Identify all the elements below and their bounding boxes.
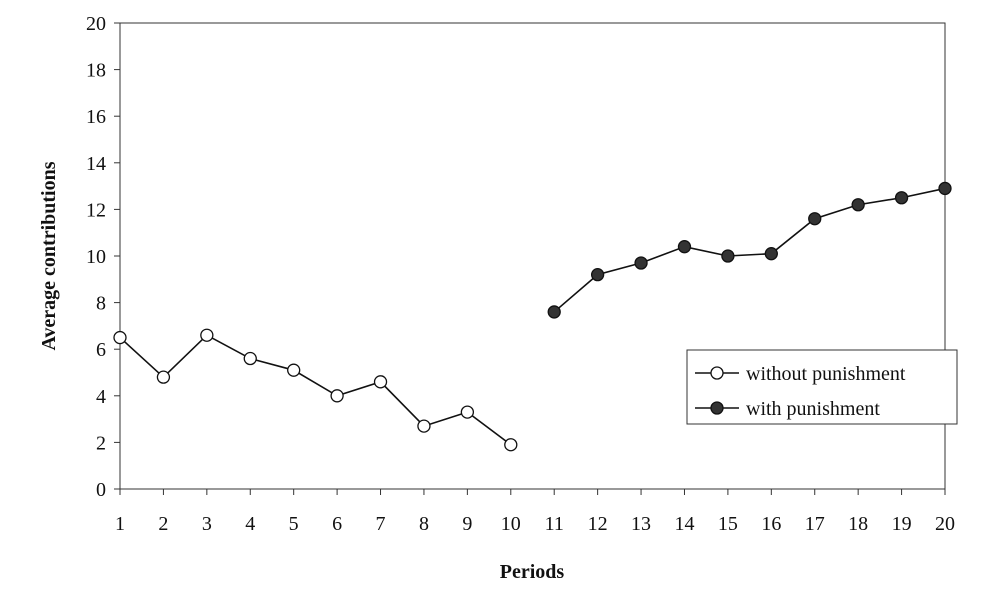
x-tick-label: 10 (501, 513, 521, 535)
data-point (938, 181, 952, 196)
data-point (677, 240, 692, 254)
x-tick-label: 15 (718, 513, 738, 535)
y-tick-label: 4 (96, 386, 106, 408)
data-point (504, 438, 518, 452)
data-point (243, 351, 257, 366)
y-tick-label: 6 (96, 339, 106, 361)
x-tick-label: 6 (332, 513, 342, 535)
x-tick-label: 7 (376, 513, 386, 535)
data-point (721, 249, 735, 263)
x-tick-label: 5 (289, 513, 299, 535)
data-point (590, 267, 605, 282)
x-tick-label: 20 (935, 513, 955, 535)
x-tick-label: 1 (115, 513, 125, 535)
data-point (417, 419, 431, 433)
y-tick-label: 0 (96, 479, 106, 501)
legend: without punishment with punishment (686, 349, 958, 425)
data-point (460, 405, 475, 419)
data-point (851, 198, 865, 212)
legend-label: without punishment (746, 363, 906, 385)
x-tick-label: 12 (588, 513, 608, 535)
y-tick-label: 2 (96, 432, 106, 454)
x-tick-label: 8 (419, 513, 429, 535)
data-point (764, 247, 778, 261)
y-tick-label: 8 (96, 293, 106, 315)
x-tick-label: 18 (848, 513, 868, 535)
x-tick-label: 13 (631, 513, 651, 535)
y-axis-title: Average contributions (38, 161, 60, 350)
x-tick-label: 11 (545, 513, 564, 535)
series-layer (113, 181, 952, 452)
x-tick-label: 19 (892, 513, 912, 535)
y-tick-label: 18 (86, 60, 106, 82)
legend-marker (710, 401, 724, 415)
data-point (808, 212, 822, 226)
data-point (200, 328, 214, 342)
x-tick-label: 4 (245, 513, 255, 535)
data-point (373, 375, 388, 389)
y-tick-label: 10 (86, 246, 106, 268)
data-point (547, 305, 561, 319)
y-axis: 0 2 4 6 8 10 12 14 16 18 20 (86, 13, 120, 501)
x-tick-label: 14 (674, 513, 694, 535)
data-point (330, 389, 344, 403)
x-tick-label: 16 (761, 513, 781, 535)
legend-marker (710, 366, 724, 380)
x-axis-title: Periods (500, 561, 565, 583)
x-tick-label: 9 (462, 513, 472, 535)
y-tick-label: 14 (86, 153, 106, 175)
y-tick-label: 16 (86, 106, 106, 128)
y-tick-label: 20 (86, 13, 106, 35)
y-tick-label: 12 (86, 199, 106, 221)
data-point (894, 191, 909, 205)
x-tick-label: 2 (158, 513, 168, 535)
series-line-2 (553, 187, 946, 313)
data-point (287, 363, 301, 377)
data-point (156, 370, 171, 384)
legend-box (686, 349, 958, 425)
series-line-1 (119, 334, 512, 446)
x-tick-label: 3 (202, 513, 212, 535)
data-point (113, 330, 127, 345)
data-point (634, 256, 648, 270)
legend-label: with punishment (746, 398, 880, 420)
x-tick-label: 17 (805, 513, 825, 535)
x-axis: 1 2 3 4 5 6 7 8 9 10 11 12 13 14 15 16 17 18 19 20 (115, 489, 955, 535)
